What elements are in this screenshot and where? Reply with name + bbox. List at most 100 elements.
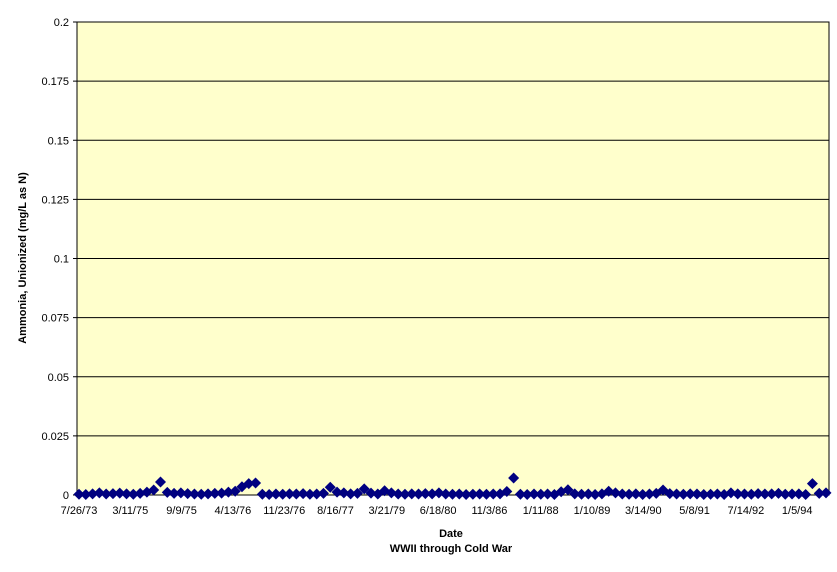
data-point [243, 478, 255, 490]
data-point [195, 488, 207, 500]
x-tick-label: 3/21/79 [368, 505, 405, 517]
data-point [406, 488, 418, 500]
data-point [582, 488, 594, 500]
data-point [345, 488, 357, 500]
x-tick-label: 11/23/76 [263, 505, 305, 517]
data-point [270, 488, 282, 500]
data-point [569, 488, 581, 500]
data-point [426, 488, 438, 500]
data-point [154, 476, 166, 488]
x-tick-label: 4/13/76 [215, 505, 252, 517]
data-point [487, 488, 499, 500]
data-point [134, 487, 146, 499]
data-point [304, 488, 316, 500]
y-tick-label: 0.075 [41, 313, 69, 325]
data-point [772, 487, 784, 499]
x-axis-title: Date [439, 528, 463, 540]
data-point [182, 488, 194, 500]
data-point [127, 488, 139, 500]
data-point [671, 488, 683, 500]
data-point [576, 488, 588, 500]
data-point [684, 488, 696, 500]
data-point [664, 488, 676, 500]
data-point [725, 487, 737, 499]
x-tick-label: 9/9/75 [166, 505, 197, 517]
x-tick-label: 6/18/80 [420, 505, 457, 517]
data-point [358, 483, 370, 495]
data-point [752, 488, 764, 500]
data-point [786, 488, 798, 500]
data-point [175, 487, 187, 499]
y-tick-label: 0.125 [41, 194, 69, 206]
x-tick-label: 1/10/89 [574, 505, 611, 517]
data-point [514, 488, 526, 500]
data-point [419, 488, 431, 500]
data-point [589, 489, 601, 501]
data-point [739, 488, 751, 500]
data-point [324, 481, 336, 493]
x-tick-label: 8/16/77 [317, 505, 354, 517]
x-tick-label: 3/14/90 [625, 505, 662, 517]
data-point [433, 487, 445, 499]
data-point [413, 488, 425, 500]
data-point [521, 489, 533, 501]
data-point [542, 488, 554, 500]
y-tick-label: 0.15 [48, 135, 69, 147]
data-point [107, 488, 119, 500]
data-point [168, 487, 180, 499]
data-point [643, 488, 655, 500]
data-point [623, 488, 635, 500]
data-point [630, 488, 642, 500]
data-point [331, 486, 343, 498]
data-point [453, 488, 465, 500]
data-point [705, 488, 717, 500]
data-point [474, 488, 486, 500]
data-point [263, 489, 275, 501]
chart-subtitle: WWII through Cold War [390, 543, 513, 555]
data-point [399, 488, 411, 500]
data-point [535, 488, 547, 500]
y-tick-label: 0 [63, 490, 69, 502]
x-tick-label: 7/26/73 [61, 505, 98, 517]
data-point [467, 488, 479, 500]
gridlines [77, 80, 829, 437]
data-point [508, 472, 520, 484]
x-tick-label: 5/8/91 [679, 505, 710, 517]
data-point [440, 488, 452, 500]
data-point [148, 484, 160, 496]
data-point [385, 487, 397, 499]
data-point [392, 488, 404, 500]
x-tick-label: 1/5/94 [782, 505, 813, 517]
data-point [800, 489, 812, 501]
data-point [637, 489, 649, 501]
data-point [793, 488, 805, 500]
data-point [317, 487, 329, 499]
data-point [806, 478, 818, 490]
data-point [616, 488, 628, 500]
data-point [188, 488, 200, 500]
data-point [114, 487, 126, 499]
data-point [759, 488, 771, 500]
data-point [93, 487, 105, 499]
x-axis-ticks: 7/26/73 3/11/75 9/9/75 4/13/76 11/23/76 8/16/… [61, 505, 813, 517]
data-point [501, 485, 513, 497]
data-point [460, 489, 472, 501]
data-point [447, 488, 458, 500]
data-point [290, 488, 302, 500]
data-point [87, 488, 99, 500]
x-tick-label: 1/11/88 [523, 505, 559, 517]
data-point [813, 487, 825, 499]
y-axis-title: Ammonia, Unionized (mg/L as N) [17, 172, 29, 344]
data-point [365, 487, 377, 499]
data-point [284, 488, 296, 500]
data-point [121, 488, 133, 500]
data-point [732, 488, 744, 500]
data-point [277, 488, 289, 500]
data-point [311, 488, 323, 500]
data-point [216, 487, 228, 499]
y-tick-label: 0.2 [54, 17, 69, 29]
data-point [779, 488, 791, 500]
y-tick-label: 0.1 [54, 254, 69, 266]
data-point [256, 488, 268, 500]
